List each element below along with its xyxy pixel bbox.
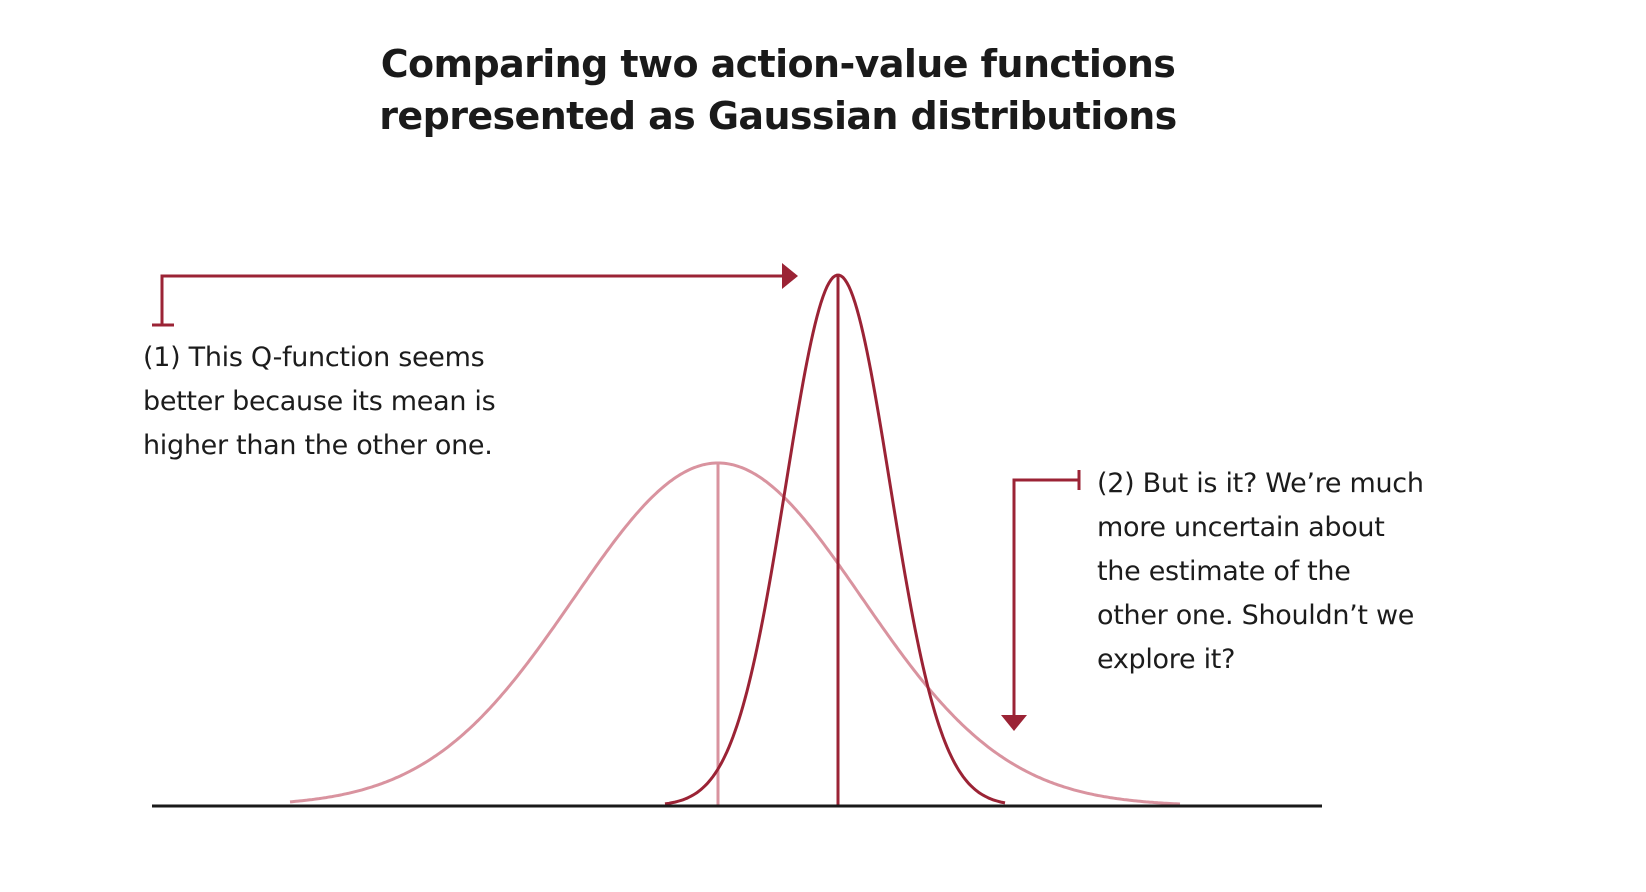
annotation-2-line: more uncertain about [1097,512,1385,543]
annotation-2-line: other one. Shouldn’t we [1097,600,1415,631]
title-line-2: represented as Gaussian distributions [379,94,1177,138]
annotation-2-arrow [1001,470,1081,731]
annotation-2-text: (2) But is it? We’re much more uncertain… [1097,462,1424,682]
annotation-2-line: explore it? [1097,644,1236,675]
annotation-1-line: (1) This Q-function seems [143,342,485,373]
title-line-1: Comparing two action-value functions [380,42,1176,86]
annotation-1-text: (1) This Q-function seems better because… [143,336,496,468]
annotation-1-line: better because its mean is [143,386,496,417]
annotation-2-line: (2) But is it? We’re much [1097,468,1424,499]
wide-gaussian-curve [289,461,1181,806]
diagram-title: Comparing two action-value functions rep… [0,38,1556,142]
annotation-1-line: higher than the other one. [143,430,493,461]
annotation-2-line: the estimate of the [1097,556,1351,587]
annotation-1-arrow [152,263,798,327]
narrow-gaussian-curve [664,273,1006,806]
